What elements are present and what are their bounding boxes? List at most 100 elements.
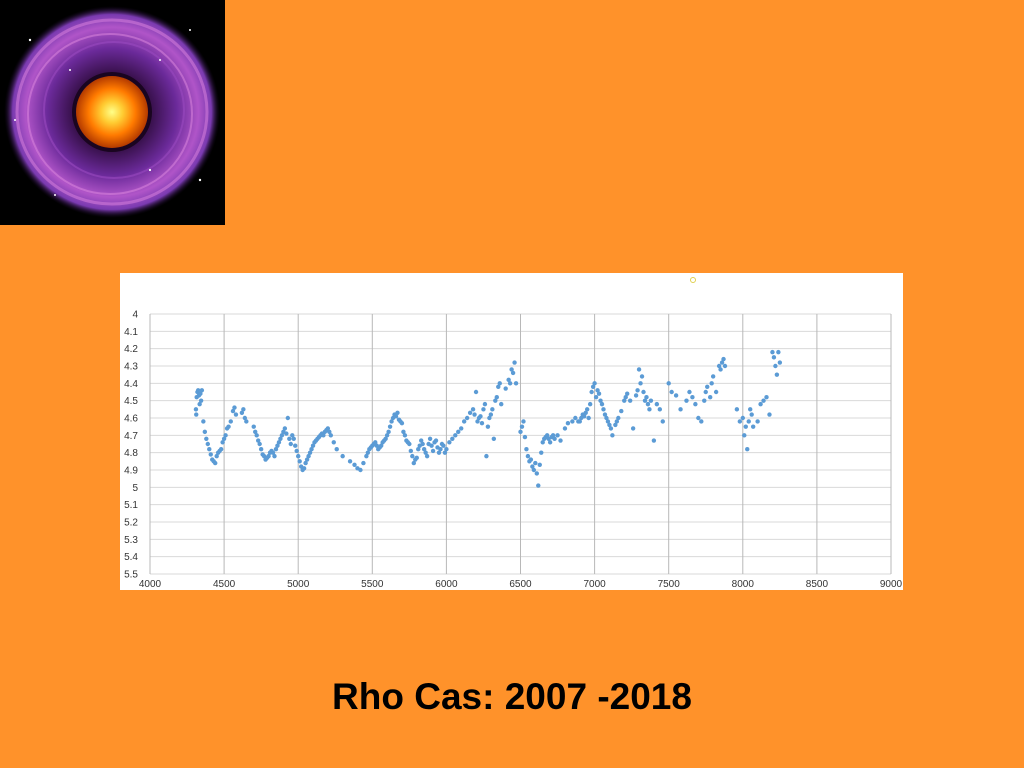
data-point [407,441,412,447]
data-point [595,388,600,393]
grid-lines [149,313,892,575]
data-point [421,447,427,452]
data-point [518,429,523,435]
data-point [497,381,502,386]
data-point [555,433,560,438]
data-point [472,412,477,417]
data-point [493,398,498,403]
data-point [550,433,556,438]
data-point [429,443,434,448]
data-point [352,462,357,467]
data-point [601,407,606,412]
data-point [633,393,639,398]
data-point [777,360,783,365]
data-point [331,440,336,445]
data-point [552,436,557,441]
data-point [442,450,448,455]
x-tick-label: 5500 [361,579,384,590]
data-point [294,448,299,454]
data-point [513,381,519,386]
data-point [304,457,310,462]
data-point [703,389,708,395]
data-point [636,367,642,372]
data-point [430,448,436,454]
data-point [740,415,745,421]
x-tick-label: 7500 [658,579,681,590]
data-point [481,407,486,412]
data-point [287,436,292,441]
y-tick-label: 5.2 [124,518,138,529]
data-point [218,447,224,452]
y-tick-label: 5.5 [124,570,138,581]
data-point [660,419,665,424]
data-point [507,381,513,386]
data-point [525,453,531,459]
y-tick-label: 4.3 [124,362,138,373]
y-tick-label: 5.3 [124,535,138,546]
data-point [395,410,400,415]
x-tick-label: 8500 [806,579,829,590]
data-point [419,438,424,443]
data-point [198,398,204,403]
data-point [427,436,433,441]
data-point [195,388,201,393]
data-point [608,426,614,431]
data-point [673,393,679,398]
data-point [562,426,568,431]
data-point [461,419,467,424]
light-curve-chart: 4 4.1 4.2 4.3 4.4 4.5 4.6 4.7 4.8 4.9 5 5.1 5.2 5.3 5.… [120,273,903,590]
data-point [278,436,283,441]
data-point [309,447,314,452]
x-tick-label: 6500 [509,579,532,590]
data-point [484,453,489,459]
y-tick-label: 5.4 [124,552,138,563]
data-point [771,355,777,360]
data-point [690,395,695,400]
data-point [602,412,608,417]
data-point [709,381,714,386]
y-tick-label: 5.1 [124,500,138,511]
data-point [487,415,492,421]
data-point [285,415,291,421]
data-point [512,360,517,365]
data-point [773,363,778,369]
data-point [565,421,571,426]
y-tick-label: 4.9 [124,466,138,477]
data-point [233,412,239,417]
data-point [746,419,751,424]
data-point [214,453,219,459]
data-point [279,433,285,438]
x-tick-label: 6000 [435,579,458,590]
data-point [598,398,603,403]
data-point [586,415,591,421]
data-point [198,391,203,396]
data-point [408,448,414,454]
data-point [213,460,218,466]
stray-marker [690,277,696,283]
data-point [402,433,408,438]
data-point [384,433,390,438]
data-point [230,408,236,414]
data-point [648,398,654,403]
data-point [519,424,525,429]
data-point [642,398,648,403]
y-tick-label: 4.2 [124,344,138,355]
data-point [456,429,461,435]
data-point [496,384,501,389]
data-point [290,433,295,438]
nebula-graphic [4,6,220,218]
x-tick-label: 8000 [732,579,755,590]
data-point [610,433,615,438]
data-point [197,401,202,407]
data-point [510,370,516,376]
data-point [750,424,756,429]
y-tick-label: 4.4 [124,379,138,390]
data-point [401,429,406,435]
central-star [76,76,148,148]
data-point [584,407,590,412]
data-point [270,450,276,455]
data-point [479,421,485,426]
data-point [721,356,726,362]
data-point [273,447,279,452]
data-point [645,401,651,407]
